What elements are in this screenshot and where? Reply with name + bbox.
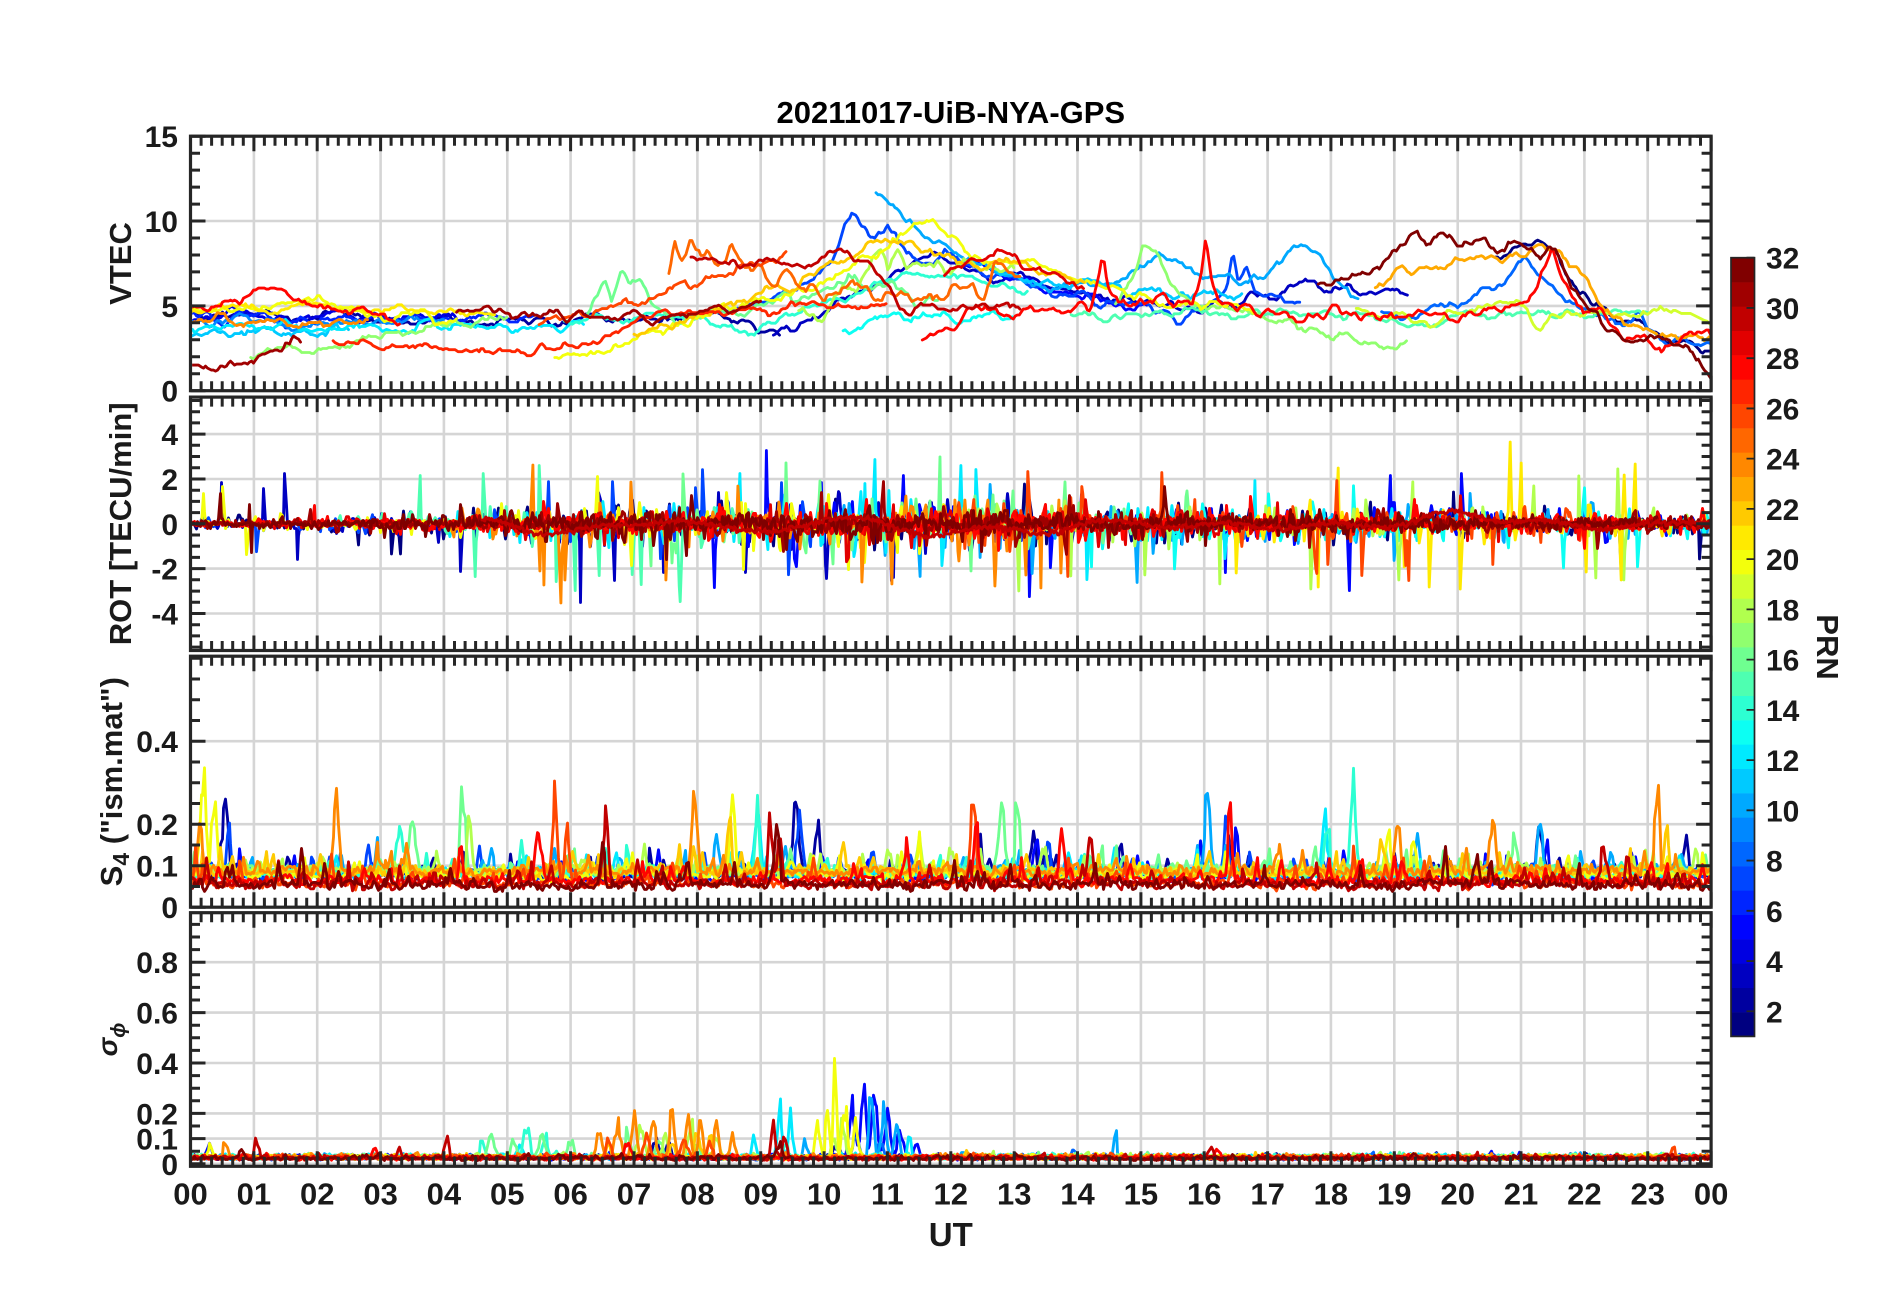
svg-text:0.2: 0.2 [136, 809, 178, 842]
svg-text:21: 21 [1504, 1177, 1538, 1212]
svg-text:15: 15 [145, 121, 178, 154]
svg-text:20: 20 [1766, 544, 1799, 577]
svg-text:0.1: 0.1 [136, 1124, 178, 1157]
svg-text:0: 0 [161, 509, 178, 542]
svg-text:22: 22 [1766, 494, 1799, 527]
svg-text:18: 18 [1314, 1177, 1348, 1212]
svg-text:20: 20 [1440, 1177, 1474, 1212]
svg-text:00: 00 [173, 1177, 207, 1212]
svg-text:13: 13 [997, 1177, 1031, 1212]
svg-text:11: 11 [871, 1177, 904, 1212]
svg-text:06: 06 [553, 1177, 587, 1212]
svg-text:26: 26 [1766, 393, 1799, 426]
svg-text:8: 8 [1766, 846, 1783, 879]
svg-text:0.8: 0.8 [136, 947, 178, 980]
svg-text:18: 18 [1766, 594, 1799, 627]
svg-text:23: 23 [1630, 1177, 1664, 1212]
svg-text:24: 24 [1766, 444, 1800, 477]
svg-text:4: 4 [1766, 946, 1783, 979]
svg-text:02: 02 [300, 1177, 334, 1212]
svg-text:03: 03 [363, 1177, 397, 1212]
svg-text:2: 2 [161, 464, 178, 497]
svg-text:16: 16 [1187, 1177, 1221, 1212]
svg-text:2: 2 [1766, 996, 1783, 1029]
svg-text:14: 14 [1060, 1177, 1095, 1212]
svg-text:0: 0 [161, 892, 178, 925]
svg-text:30: 30 [1766, 293, 1799, 326]
svg-text:12: 12 [1766, 745, 1799, 778]
svg-text:0.4: 0.4 [136, 726, 178, 759]
svg-text:00: 00 [1694, 1177, 1728, 1212]
svg-text:5: 5 [161, 291, 178, 324]
svg-text:PRN: PRN [1810, 614, 1845, 679]
svg-text:19: 19 [1377, 1177, 1411, 1212]
svg-text:6: 6 [1766, 896, 1783, 929]
svg-text:01: 01 [237, 1177, 271, 1212]
svg-text:S4 ("ism.mat"): S4 ("ism.mat") [94, 677, 134, 886]
svg-text:10: 10 [1766, 795, 1799, 828]
svg-text:VTEC: VTEC [103, 222, 138, 305]
svg-text:0.6: 0.6 [136, 998, 178, 1031]
svg-text:16: 16 [1766, 645, 1799, 678]
svg-text:0.2: 0.2 [136, 1098, 178, 1131]
svg-text:0.1: 0.1 [136, 851, 178, 884]
svg-text:-2: -2 [151, 554, 178, 587]
svg-text:09: 09 [743, 1177, 777, 1212]
svg-text:14: 14 [1766, 695, 1800, 728]
svg-text:0: 0 [161, 376, 178, 409]
svg-text:08: 08 [680, 1177, 714, 1212]
svg-text:10: 10 [807, 1177, 841, 1212]
svg-text:32: 32 [1766, 243, 1799, 276]
svg-text:0: 0 [161, 1149, 178, 1182]
svg-text:07: 07 [617, 1177, 651, 1212]
svg-text:4: 4 [161, 419, 178, 452]
svg-text:28: 28 [1766, 343, 1799, 376]
svg-text:UT: UT [929, 1216, 973, 1253]
svg-text:0.4: 0.4 [136, 1048, 178, 1081]
svg-text:ROT [TECU/min]: ROT [TECU/min] [103, 402, 138, 645]
svg-text:17: 17 [1250, 1177, 1284, 1212]
svg-text:05: 05 [490, 1177, 524, 1212]
svg-text:-4: -4 [151, 599, 178, 632]
svg-text:10: 10 [145, 206, 178, 239]
svg-text:15: 15 [1124, 1177, 1158, 1212]
svg-text:20211017-UiB-NYA-GPS: 20211017-UiB-NYA-GPS [776, 95, 1125, 130]
svg-text:04: 04 [427, 1177, 462, 1212]
svg-text:22: 22 [1567, 1177, 1601, 1212]
svg-text:12: 12 [934, 1177, 968, 1212]
